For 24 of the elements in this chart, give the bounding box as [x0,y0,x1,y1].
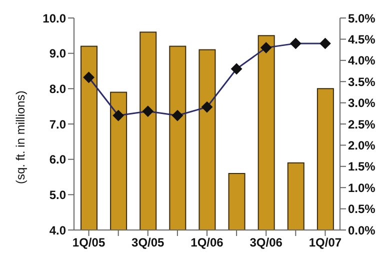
y2-tick-label: 4.5% [348,32,376,46]
y-tick-label: 6.0 [49,152,66,167]
y-tick-label: 7.0 [49,117,66,132]
x-tick-label: 1Q/05 [72,236,106,250]
x-tick-label: 1Q/07 [308,236,342,250]
y-tick-label: 8.0 [49,82,66,96]
y2-tick-label: 5.0% [348,11,376,26]
y2-tick-label: 3.5% [348,74,376,89]
y-tick-label: 9.0 [49,46,66,61]
x-tick-label: 3Q/06 [250,236,283,250]
y2-tick-label: 3.0% [348,96,376,110]
y2-tick-label: 0.0% [348,223,376,238]
y-axis-title: (sq. ft. in millions) [13,90,28,184]
y2-tick-label: 4.0% [348,54,376,68]
x-tick-label: 1Q/06 [190,236,224,250]
y-tick-label: 10.0 [42,11,66,26]
x-tick-label: 3Q/05 [132,236,165,250]
y-tick-label: 5.0 [49,188,66,202]
y2-tick-label: 0.5% [348,202,376,216]
y-tick-label: 4.0 [49,223,66,238]
y2-tick-label: 1.5% [348,160,376,174]
y2-tick-label: 2.5% [348,117,376,132]
y2-tick-label: 2.0% [348,138,376,152]
y2-tick-label: 1.0% [348,180,376,195]
